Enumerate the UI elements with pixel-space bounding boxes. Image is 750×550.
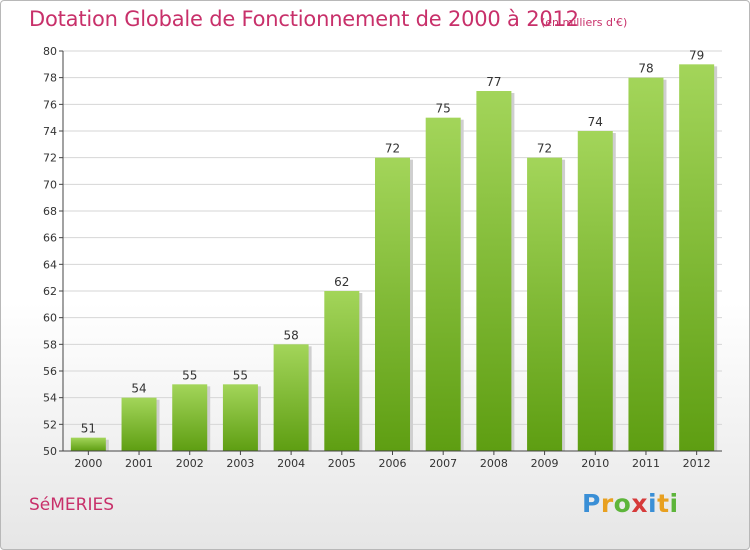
y-tick-label: 66 [43, 232, 57, 245]
bar-2005 [324, 291, 360, 451]
bar-value-label: 79 [689, 48, 704, 62]
y-tick-label: 62 [43, 285, 57, 298]
x-tick-label: 2010 [581, 457, 609, 470]
y-tick-label: 72 [43, 152, 57, 165]
logo-letter: i [648, 489, 658, 518]
x-tick-label: 2007 [429, 457, 457, 470]
x-tick-label: 2006 [379, 457, 407, 470]
bar-2006 [375, 157, 410, 451]
y-tick-label: 50 [43, 445, 57, 458]
x-tick-label: 2009 [531, 457, 559, 470]
bar-value-label: 62 [334, 275, 349, 289]
y-tick-label: 54 [43, 392, 57, 405]
logo-letter: P [582, 489, 601, 518]
bar-value-label: 54 [131, 382, 146, 396]
bar-value-label: 55 [233, 368, 248, 382]
bar-value-label: 74 [588, 115, 603, 129]
x-tick-label: 2000 [74, 457, 102, 470]
y-tick-label: 58 [43, 338, 57, 351]
y-tick-label: 52 [43, 418, 57, 431]
logo-letter: r [600, 489, 614, 518]
bar-2012 [679, 64, 715, 452]
bar-value-label: 77 [486, 75, 501, 89]
bar-2010 [577, 131, 613, 451]
x-tick-label: 2002 [176, 457, 204, 470]
bar-value-label: 72 [385, 142, 400, 156]
x-tick-label: 2001 [125, 457, 153, 470]
proxiti-logo: Proxiti [582, 489, 679, 518]
x-tick-label: 2003 [226, 457, 254, 470]
bar-value-label: 75 [436, 102, 451, 116]
logo-letter: i [669, 489, 679, 518]
x-tick-label: 2012 [683, 457, 711, 470]
bar-value-label: 55 [182, 368, 197, 382]
chart-title: Dotation Globale de Fonctionnement de 20… [29, 7, 579, 31]
bar-2007 [425, 117, 461, 452]
logo-letter: t [657, 489, 670, 518]
labels: 50 52 54 56 58 60 62 64 66 68 70 72 74 76 78 80 51 2000 54… [43, 45, 711, 470]
bar-2000 [70, 437, 106, 451]
bar-value-label: 51 [81, 422, 96, 436]
bar-2011 [628, 77, 664, 452]
y-tick-label: 60 [43, 312, 57, 325]
y-tick-label: 56 [43, 365, 57, 378]
bar-2004 [273, 344, 309, 451]
y-tick-label: 70 [43, 178, 57, 191]
logo-letter: x [631, 489, 648, 518]
chart-subtitle: (en milliers d'€) [541, 16, 628, 29]
bar-2009 [527, 157, 563, 451]
commune-name: SéMERIES [29, 495, 115, 515]
bar-value-label: 78 [638, 62, 653, 76]
bar-value-label: 58 [283, 328, 298, 342]
bar-value-label: 72 [537, 142, 552, 156]
y-tick-label: 74 [43, 125, 57, 138]
axes [59, 50, 722, 455]
bar-2008 [476, 91, 512, 451]
x-tick-label: 2008 [480, 457, 508, 470]
bar-2002 [172, 384, 208, 451]
x-tick-label: 2004 [277, 457, 305, 470]
bar-2003 [222, 384, 258, 451]
y-tick-label: 68 [43, 205, 57, 218]
bar-2001 [121, 397, 157, 451]
logo-letter: o [613, 489, 632, 518]
y-tick-label: 76 [43, 98, 57, 111]
y-tick-label: 80 [43, 45, 57, 58]
bars [70, 64, 718, 452]
y-tick-label: 78 [43, 72, 57, 85]
x-tick-label: 2011 [632, 457, 660, 470]
y-tick-label: 64 [43, 258, 57, 271]
x-tick-label: 2005 [328, 457, 356, 470]
